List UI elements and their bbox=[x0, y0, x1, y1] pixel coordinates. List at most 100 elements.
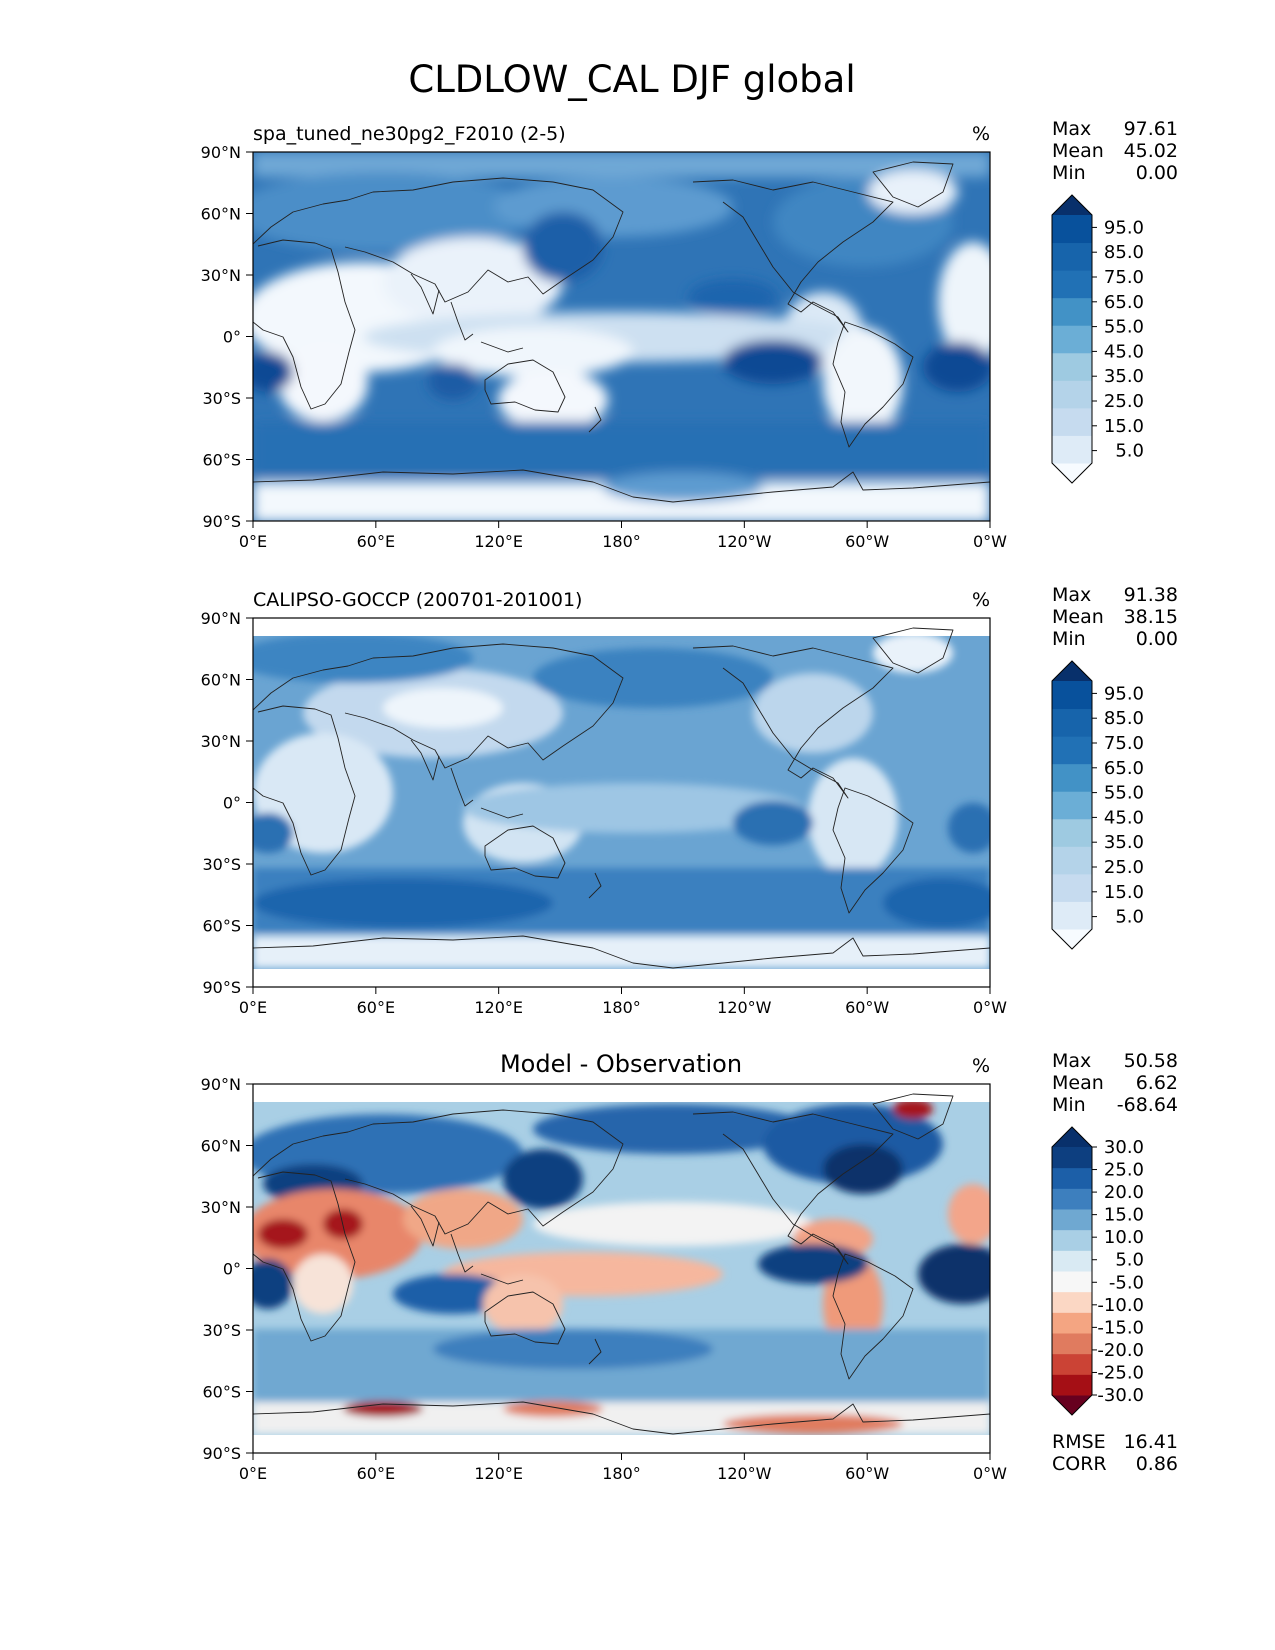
field-blob bbox=[733, 801, 813, 845]
colorbar-outline bbox=[1051, 660, 1093, 950]
colorbar-label: 25.0 bbox=[1104, 391, 1144, 412]
field-blob bbox=[463, 783, 803, 833]
field-blob bbox=[483, 1274, 563, 1334]
colorbar-label: 15.0 bbox=[1104, 416, 1144, 437]
field-blob bbox=[823, 327, 903, 437]
x-axis: 0°E 60°E 120°E 180° 120°W 60°W 0°W bbox=[239, 1453, 1007, 1483]
field-blob bbox=[918, 1244, 990, 1304]
field-blob bbox=[343, 1401, 423, 1417]
colorbar-segment bbox=[1052, 1250, 1092, 1272]
colorbar-label: 35.0 bbox=[1104, 366, 1144, 387]
colorbar-segment bbox=[1052, 763, 1092, 792]
colorbar-extend-max bbox=[1052, 195, 1092, 215]
stat-min-label: Min bbox=[1052, 628, 1086, 650]
y-tick-label: 0° bbox=[223, 794, 241, 813]
colorbar-segment bbox=[1052, 242, 1092, 271]
x-tick-label: 0°W bbox=[973, 1464, 1007, 1483]
field-blob bbox=[503, 1149, 583, 1209]
field-mask-south bbox=[253, 969, 990, 987]
coastline-greenland bbox=[872, 161, 954, 208]
panel-title: Model - Observation bbox=[500, 1050, 742, 1078]
panel-title: CALIPSO-GOCCP (200701-201001) bbox=[253, 589, 582, 611]
colorbar-label: -15.0 bbox=[1097, 1317, 1144, 1338]
colorbar-segment bbox=[1052, 1353, 1092, 1375]
colorbar-outline bbox=[1051, 194, 1093, 484]
colorbar-segment bbox=[1052, 435, 1092, 464]
colorbar-label: 20.0 bbox=[1104, 1182, 1144, 1203]
rmse-value: 16.41 bbox=[1124, 1431, 1178, 1453]
field-blob bbox=[723, 340, 823, 384]
colorbar-segment bbox=[1052, 1209, 1092, 1231]
stats-colorbar-observation: Max 91.38 Mean 38.15 Min 0.00 5.0 15.0 25.… bbox=[1051, 584, 1178, 950]
field-blob bbox=[938, 242, 990, 362]
field-blob bbox=[253, 633, 473, 683]
map-field bbox=[253, 152, 990, 521]
y-tick-label: 30°N bbox=[201, 1198, 241, 1217]
colorbar-extend-min bbox=[1052, 929, 1092, 949]
colorbar-label: 75.0 bbox=[1104, 267, 1144, 288]
colorbar-label: 10.0 bbox=[1104, 1227, 1144, 1248]
field-blob bbox=[533, 1104, 813, 1154]
field-blob bbox=[253, 172, 533, 252]
coastline-india bbox=[410, 273, 440, 315]
stat-max-label: Max bbox=[1052, 118, 1091, 140]
colorbar-label: 45.0 bbox=[1104, 341, 1144, 362]
y-tick-label: 60°N bbox=[201, 205, 241, 224]
field-blob bbox=[533, 1202, 813, 1246]
colorbar-segment bbox=[1052, 1312, 1092, 1334]
x-tick-label: 0°E bbox=[239, 532, 267, 551]
colorbar-extend-max bbox=[1052, 661, 1092, 681]
stat-min-value: 0.00 bbox=[1136, 162, 1178, 184]
field-blob bbox=[433, 327, 633, 377]
y-tick-label: 90°N bbox=[201, 609, 241, 628]
y-tick-label: 60°S bbox=[202, 1383, 241, 1402]
field-blobs bbox=[253, 152, 990, 521]
y-tick-label: 60°S bbox=[202, 451, 241, 470]
field-mask-north bbox=[253, 618, 990, 636]
y-tick-label: 90°N bbox=[201, 143, 241, 162]
colorbar-segment bbox=[1052, 297, 1092, 326]
y-tick-label: 30°N bbox=[201, 732, 241, 751]
field-mask-south bbox=[253, 1435, 990, 1453]
y-tick-label: 30°S bbox=[202, 389, 241, 408]
colorbar-label: 55.0 bbox=[1104, 317, 1144, 338]
field-mask-north bbox=[253, 1084, 990, 1102]
coastline-namerica bbox=[692, 179, 894, 333]
coastline-samerica bbox=[832, 321, 914, 448]
stat-max-label: Max bbox=[1052, 584, 1091, 606]
y-tick-label: 60°N bbox=[201, 671, 241, 690]
field-blob bbox=[493, 177, 733, 237]
field-blob bbox=[293, 1254, 353, 1314]
colorbar-label: 85.0 bbox=[1104, 242, 1144, 263]
x-tick-label: 60°W bbox=[845, 1464, 889, 1483]
coastline-antarctica bbox=[253, 469, 990, 503]
stat-mean-value: 45.02 bbox=[1124, 140, 1178, 162]
colorbar-segment bbox=[1052, 1167, 1092, 1189]
y-tick-label: 30°S bbox=[202, 1321, 241, 1340]
coastlines bbox=[253, 161, 990, 503]
field-blob bbox=[923, 342, 990, 392]
colorbar-segment bbox=[1052, 1229, 1092, 1251]
colorbar-extend-min bbox=[1052, 1395, 1092, 1415]
colorbar-segment bbox=[1052, 901, 1092, 930]
y-tick-label: 30°N bbox=[201, 266, 241, 285]
field-blob bbox=[868, 170, 958, 214]
colorbar-label: 15.0 bbox=[1104, 1205, 1144, 1226]
colorbar: 5.0 15.0 25.0 35.0 45.0 55.0 65.0 75.0 85.0 95.0 bbox=[1051, 660, 1144, 950]
x-tick-label: 180° bbox=[602, 998, 641, 1017]
colorbar-label: 25.0 bbox=[1104, 1160, 1144, 1181]
y-tick-label: 60°S bbox=[202, 917, 241, 936]
colorbar-label: 5.0 bbox=[1115, 1250, 1144, 1271]
panel-observation: CALIPSO-GOCCP (200701-201001) % bbox=[201, 589, 1008, 1017]
field-blobs bbox=[253, 1099, 990, 1434]
colorbar-label: -20.0 bbox=[1097, 1340, 1144, 1361]
stat-min-label: Min bbox=[1052, 162, 1086, 184]
y-axis: 90°N 60°N 30°N 0° 30°S 60°S 90°S bbox=[201, 1075, 253, 1463]
colorbar-segment bbox=[1052, 407, 1092, 436]
colorbar-segment bbox=[1052, 736, 1092, 765]
field-blob bbox=[253, 878, 553, 928]
colorbar-segment bbox=[1052, 352, 1092, 381]
field-blob bbox=[533, 648, 773, 708]
colorbar-label: 30.0 bbox=[1104, 1137, 1144, 1158]
field-blob bbox=[948, 803, 990, 853]
